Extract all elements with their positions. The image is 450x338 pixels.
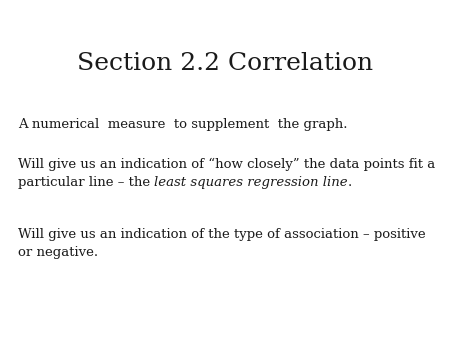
Text: Will give us an indication of the type of association – positive: Will give us an indication of the type o…: [18, 228, 426, 241]
Text: least squares regression line: least squares regression line: [154, 176, 348, 189]
Text: or negative.: or negative.: [18, 246, 98, 259]
Text: A numerical  measure  to supplement  the graph.: A numerical measure to supplement the gr…: [18, 118, 347, 131]
Text: Section 2.2 Correlation: Section 2.2 Correlation: [77, 52, 373, 75]
Text: .: .: [348, 176, 352, 189]
Text: Will give us an indication of “how closely” the data points fit a: Will give us an indication of “how close…: [18, 158, 435, 171]
Text: particular line – the: particular line – the: [18, 176, 154, 189]
